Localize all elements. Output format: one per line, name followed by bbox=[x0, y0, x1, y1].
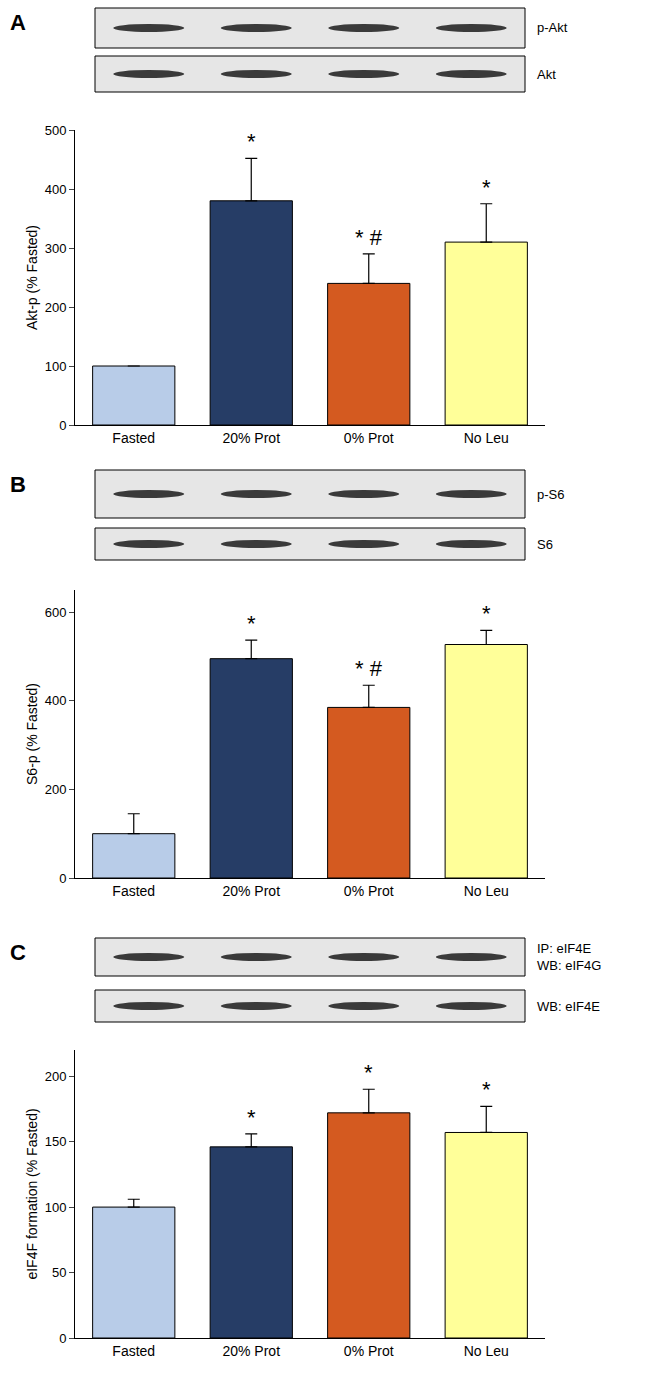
svg-text:Akt: Akt bbox=[537, 67, 556, 82]
svg-text:200: 200 bbox=[45, 300, 67, 315]
svg-text:*: * bbox=[364, 1060, 373, 1085]
svg-text:0: 0 bbox=[59, 418, 66, 433]
svg-text:* #: * # bbox=[355, 656, 383, 681]
svg-text:200: 200 bbox=[45, 1069, 67, 1084]
svg-text:50: 50 bbox=[52, 1265, 66, 1280]
svg-text:0% Prot: 0% Prot bbox=[344, 883, 394, 899]
svg-text:p-S6: p-S6 bbox=[537, 487, 564, 502]
svg-text:100: 100 bbox=[45, 1200, 67, 1215]
svg-text:500: 500 bbox=[45, 123, 67, 138]
svg-text:300: 300 bbox=[45, 241, 67, 256]
svg-text:Fasted: Fasted bbox=[112, 1343, 155, 1359]
svg-text:*: * bbox=[247, 129, 256, 154]
svg-text:150: 150 bbox=[45, 1134, 67, 1149]
svg-text:0: 0 bbox=[59, 1331, 66, 1346]
svg-text:No Leu: No Leu bbox=[464, 430, 509, 446]
svg-text:p-Akt: p-Akt bbox=[537, 20, 568, 35]
svg-text:WB: eIF4E: WB: eIF4E bbox=[537, 999, 600, 1014]
svg-text:No Leu: No Leu bbox=[464, 1343, 509, 1359]
svg-text:0% Prot: 0% Prot bbox=[344, 430, 394, 446]
svg-text:*: * bbox=[482, 601, 491, 626]
svg-text:Fasted: Fasted bbox=[112, 430, 155, 446]
svg-text:No Leu: No Leu bbox=[464, 883, 509, 899]
svg-text:*: * bbox=[482, 175, 491, 200]
svg-text:400: 400 bbox=[45, 182, 67, 197]
svg-text:600: 600 bbox=[45, 605, 67, 620]
svg-text:eIF4F formation (% Fasted): eIF4F formation (% Fasted) bbox=[24, 1108, 40, 1279]
svg-text:20% Prot: 20% Prot bbox=[222, 430, 280, 446]
svg-text:S6-p (% Fasted): S6-p (% Fasted) bbox=[24, 683, 40, 785]
svg-text:Fasted: Fasted bbox=[112, 883, 155, 899]
svg-text:400: 400 bbox=[45, 693, 67, 708]
svg-text:A: A bbox=[10, 10, 26, 35]
svg-text:S6: S6 bbox=[537, 537, 553, 552]
svg-text:20% Prot: 20% Prot bbox=[222, 883, 280, 899]
svg-text:0: 0 bbox=[59, 871, 66, 886]
svg-text:* #: * # bbox=[355, 225, 383, 250]
svg-text:*: * bbox=[247, 611, 256, 636]
svg-text:0% Prot: 0% Prot bbox=[344, 1343, 394, 1359]
svg-text:IP: eIF4EWB: eIF4G: IP: eIF4EWB: eIF4G bbox=[537, 941, 601, 973]
svg-text:100: 100 bbox=[45, 359, 67, 374]
svg-text:200: 200 bbox=[45, 782, 67, 797]
svg-text:*: * bbox=[482, 1077, 491, 1102]
svg-text:B: B bbox=[10, 472, 26, 497]
svg-text:Akt-p (% Fasted): Akt-p (% Fasted) bbox=[24, 225, 40, 330]
svg-text:*: * bbox=[247, 1105, 256, 1130]
svg-text:20% Prot: 20% Prot bbox=[222, 1343, 280, 1359]
svg-text:C: C bbox=[10, 940, 26, 965]
